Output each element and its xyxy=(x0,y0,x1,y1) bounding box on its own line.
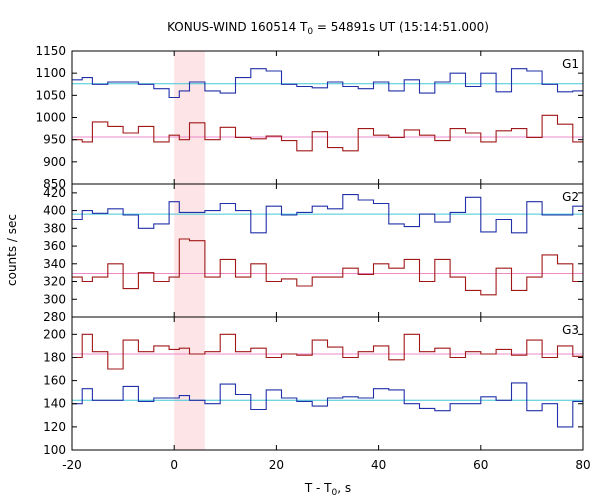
g3-y-tick-label: 140 xyxy=(43,397,66,411)
g1-y-tick-label: 950 xyxy=(43,133,66,147)
g3-y-tick-label: 160 xyxy=(43,374,66,388)
g2-y-tick-label: 400 xyxy=(43,204,66,218)
g3-panel-label: G3 xyxy=(562,323,579,337)
g1-red-series xyxy=(72,114,583,152)
g2-y-tick-label: 380 xyxy=(43,221,66,235)
x-tick-label: 20 xyxy=(269,458,284,472)
panel-g3 xyxy=(72,333,583,428)
g2-panel-label: G2 xyxy=(562,190,579,204)
g1-y-tick-label: 850 xyxy=(43,177,66,191)
g3-y-tick-label: 200 xyxy=(43,327,66,341)
g3-blue-series xyxy=(72,382,583,428)
panel-g1 xyxy=(72,68,583,152)
g1-panel-label: G1 xyxy=(562,57,579,71)
g2-y-tick-label: 420 xyxy=(43,186,66,200)
g1-y-tick-label: 1000 xyxy=(35,111,66,125)
x-axis-label: T - T0, s xyxy=(304,481,351,498)
g1-y-tick-label: 1050 xyxy=(35,88,66,102)
g2-blue-series xyxy=(72,194,583,234)
g3-y-tick-label: 100 xyxy=(43,443,66,457)
x-tick-label: 40 xyxy=(371,458,386,472)
g3-red-series xyxy=(72,333,583,370)
g2-y-tick-label: 360 xyxy=(43,239,66,253)
g2-y-tick-label: 280 xyxy=(43,310,66,324)
g3-y-tick-label: 120 xyxy=(43,420,66,434)
g1-y-tick-label: 1150 xyxy=(35,44,66,58)
x-tick-label: 60 xyxy=(473,458,488,472)
g2-red-series xyxy=(72,238,583,296)
g2-frame xyxy=(71,183,584,318)
g1-blue-series xyxy=(72,68,583,99)
g2-y-tick-label: 340 xyxy=(43,257,66,271)
g1-y-tick-label: 1100 xyxy=(35,66,66,80)
x-tick-label: 0 xyxy=(170,458,178,472)
g3-y-tick-label: 180 xyxy=(43,350,66,364)
g2-y-tick-label: 320 xyxy=(43,275,66,289)
g3-frame xyxy=(71,316,584,451)
g2-y-tick-label: 300 xyxy=(43,292,66,306)
g1-y-tick-label: 900 xyxy=(43,155,66,169)
g1-frame xyxy=(71,50,584,185)
x-tick-label: -20 xyxy=(62,458,82,472)
y-axis-label: counts / sec xyxy=(5,214,19,286)
x-tick-label: 80 xyxy=(575,458,590,472)
panel-g2 xyxy=(72,194,583,296)
chart-title: KONUS-WIND 160514 T0 = 54891s UT (15:14:… xyxy=(167,20,489,37)
